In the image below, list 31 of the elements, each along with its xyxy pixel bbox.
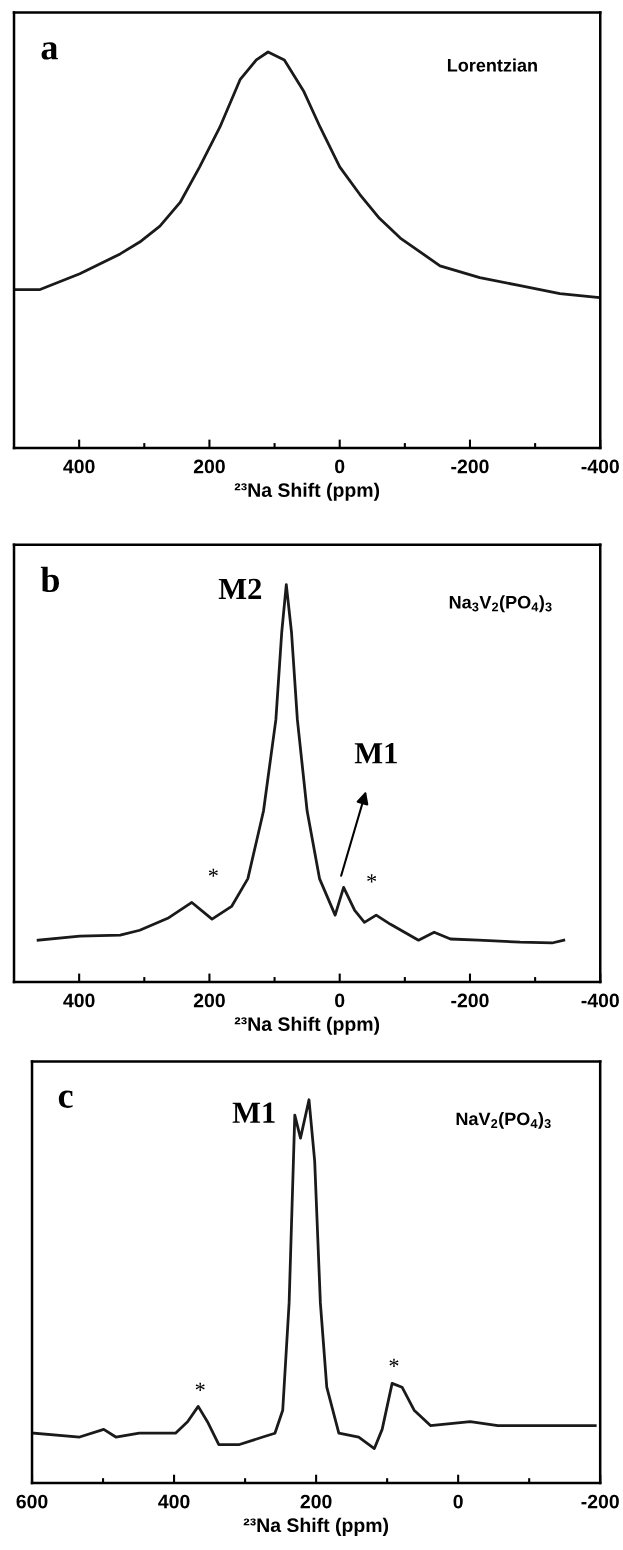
x-tick-label: -200 [451, 993, 489, 1008]
x-tick-label: 200 [193, 993, 225, 1008]
annotation: * [195, 1382, 205, 1391]
annotation: M1 [354, 743, 397, 764]
x-tick-label: 400 [158, 1494, 190, 1509]
chart-title: a [41, 42, 58, 60]
x-axis-title: ²³Na Shift (ppm) [234, 482, 380, 501]
annotation: NaV$_{2}$(PO$_{4}$)$_{3}$ [456, 1111, 551, 1129]
annotation: * [389, 1358, 399, 1367]
x-tick-label: 400 [63, 993, 95, 1008]
x-axis-title: ²³Na Shift (ppm) [243, 1517, 389, 1536]
x-tick-label: 200 [300, 1494, 332, 1509]
x-tick-label: 0 [335, 993, 345, 1008]
x-tick-label: -400 [581, 459, 619, 474]
x-axis-title: ²³Na Shift (ppm) [234, 1016, 380, 1035]
annotation: Lorentzian [447, 58, 537, 72]
x-tick-label: 600 [16, 1494, 48, 1509]
annotation: * [208, 868, 218, 877]
x-tick-label: -200 [451, 459, 489, 474]
chart-title: b [40, 566, 60, 593]
chart-title: c [58, 1090, 73, 1108]
annotation: M2 [218, 578, 262, 599]
x-tick-label: 0 [453, 1494, 463, 1509]
x-tick-label: 400 [63, 459, 95, 474]
x-tick-label: -200 [581, 1494, 619, 1509]
x-tick-label: 0 [335, 459, 345, 474]
annotation: M1 [232, 1102, 275, 1123]
annotation: * [367, 874, 377, 883]
annotation: Na$_{3}$V$_{2}$(PO$_{4}$)$_{3}$ [449, 595, 552, 613]
x-tick-label: 200 [193, 459, 225, 474]
x-tick-label: -400 [581, 993, 619, 1008]
